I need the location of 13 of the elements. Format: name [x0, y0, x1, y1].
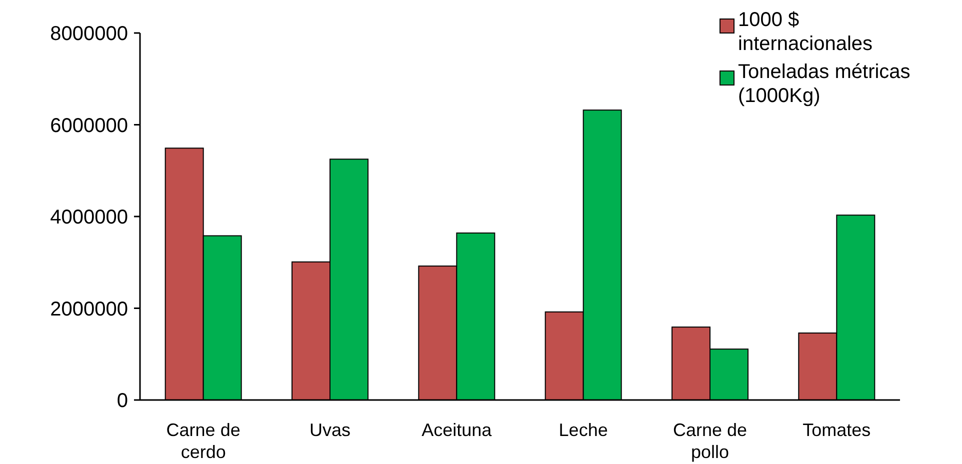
x-tick-label: Carne de cerdo	[166, 420, 240, 462]
x-tick-label: Leche	[558, 420, 608, 440]
x-tick-label: Uvas	[309, 420, 351, 440]
y-tick-label: 6000000	[50, 114, 128, 137]
legend-label: 1000 $ internacionales	[738, 9, 873, 55]
legend-label: Toneladas métricas (1000Kg)	[738, 61, 910, 107]
y-tick-label: 0	[116, 390, 128, 412]
x-tick-label: Tomates	[802, 420, 871, 440]
y-tick-label: 4000000	[50, 206, 128, 228]
y-tick-label: 2000000	[50, 298, 128, 320]
y-tick-label: 8000000	[50, 23, 128, 45]
x-tick-label: Aceituna	[422, 420, 493, 440]
x-tick-label: Carne de pollo	[672, 420, 748, 462]
